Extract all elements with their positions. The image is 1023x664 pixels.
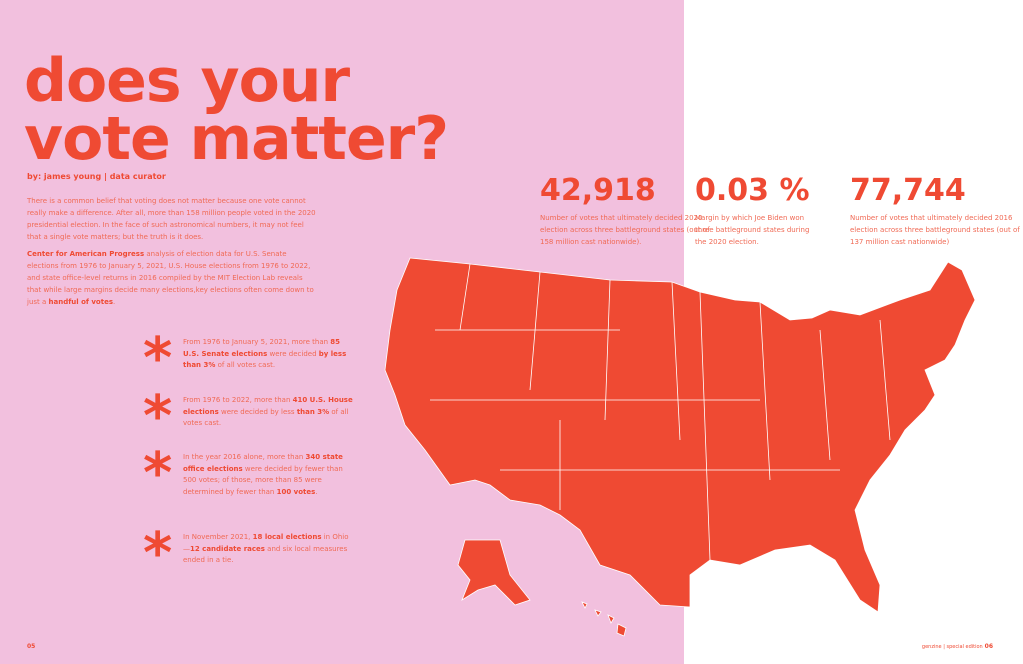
- asterisk-icon: *: [143, 441, 173, 506]
- intro-text: There is a common belief that voting doe…: [27, 195, 317, 313]
- byline: by: james young | data curator: [27, 172, 166, 181]
- stat-value: 0.03 %: [695, 173, 810, 208]
- stat-block: 77,744 Number of votes that ultimately de…: [850, 174, 1020, 248]
- asterisk-icon: *: [143, 521, 173, 586]
- stat-block: 0.03 % Margin by which Joe Biden won thre…: [695, 174, 820, 248]
- stat-description: Number of votes that ultimately decided …: [540, 214, 710, 246]
- intro-paragraph-1: There is a common belief that voting doe…: [27, 197, 316, 241]
- stat-description: Margin by which Joe Biden won three batt…: [695, 214, 810, 246]
- stat-value: 77,744: [850, 173, 966, 208]
- page-title: does your vote matter?: [24, 46, 449, 174]
- page-number-left: 05: [27, 643, 36, 650]
- alaska-shape: [457, 539, 531, 606]
- asterisk-icon: *: [143, 384, 173, 449]
- stat-description: Number of votes that ultimately decided …: [850, 214, 1020, 246]
- intro-paragraph-2: Center for American Progress analysis of…: [27, 250, 314, 306]
- stat-block: 42,918 Number of votes that ultimately de…: [540, 174, 710, 248]
- footer-right: genzine | special edition 06: [921, 643, 993, 650]
- asterisk-icon: *: [143, 326, 173, 391]
- hawaii-shape: [581, 601, 627, 637]
- stat-value: 42,918: [540, 173, 656, 208]
